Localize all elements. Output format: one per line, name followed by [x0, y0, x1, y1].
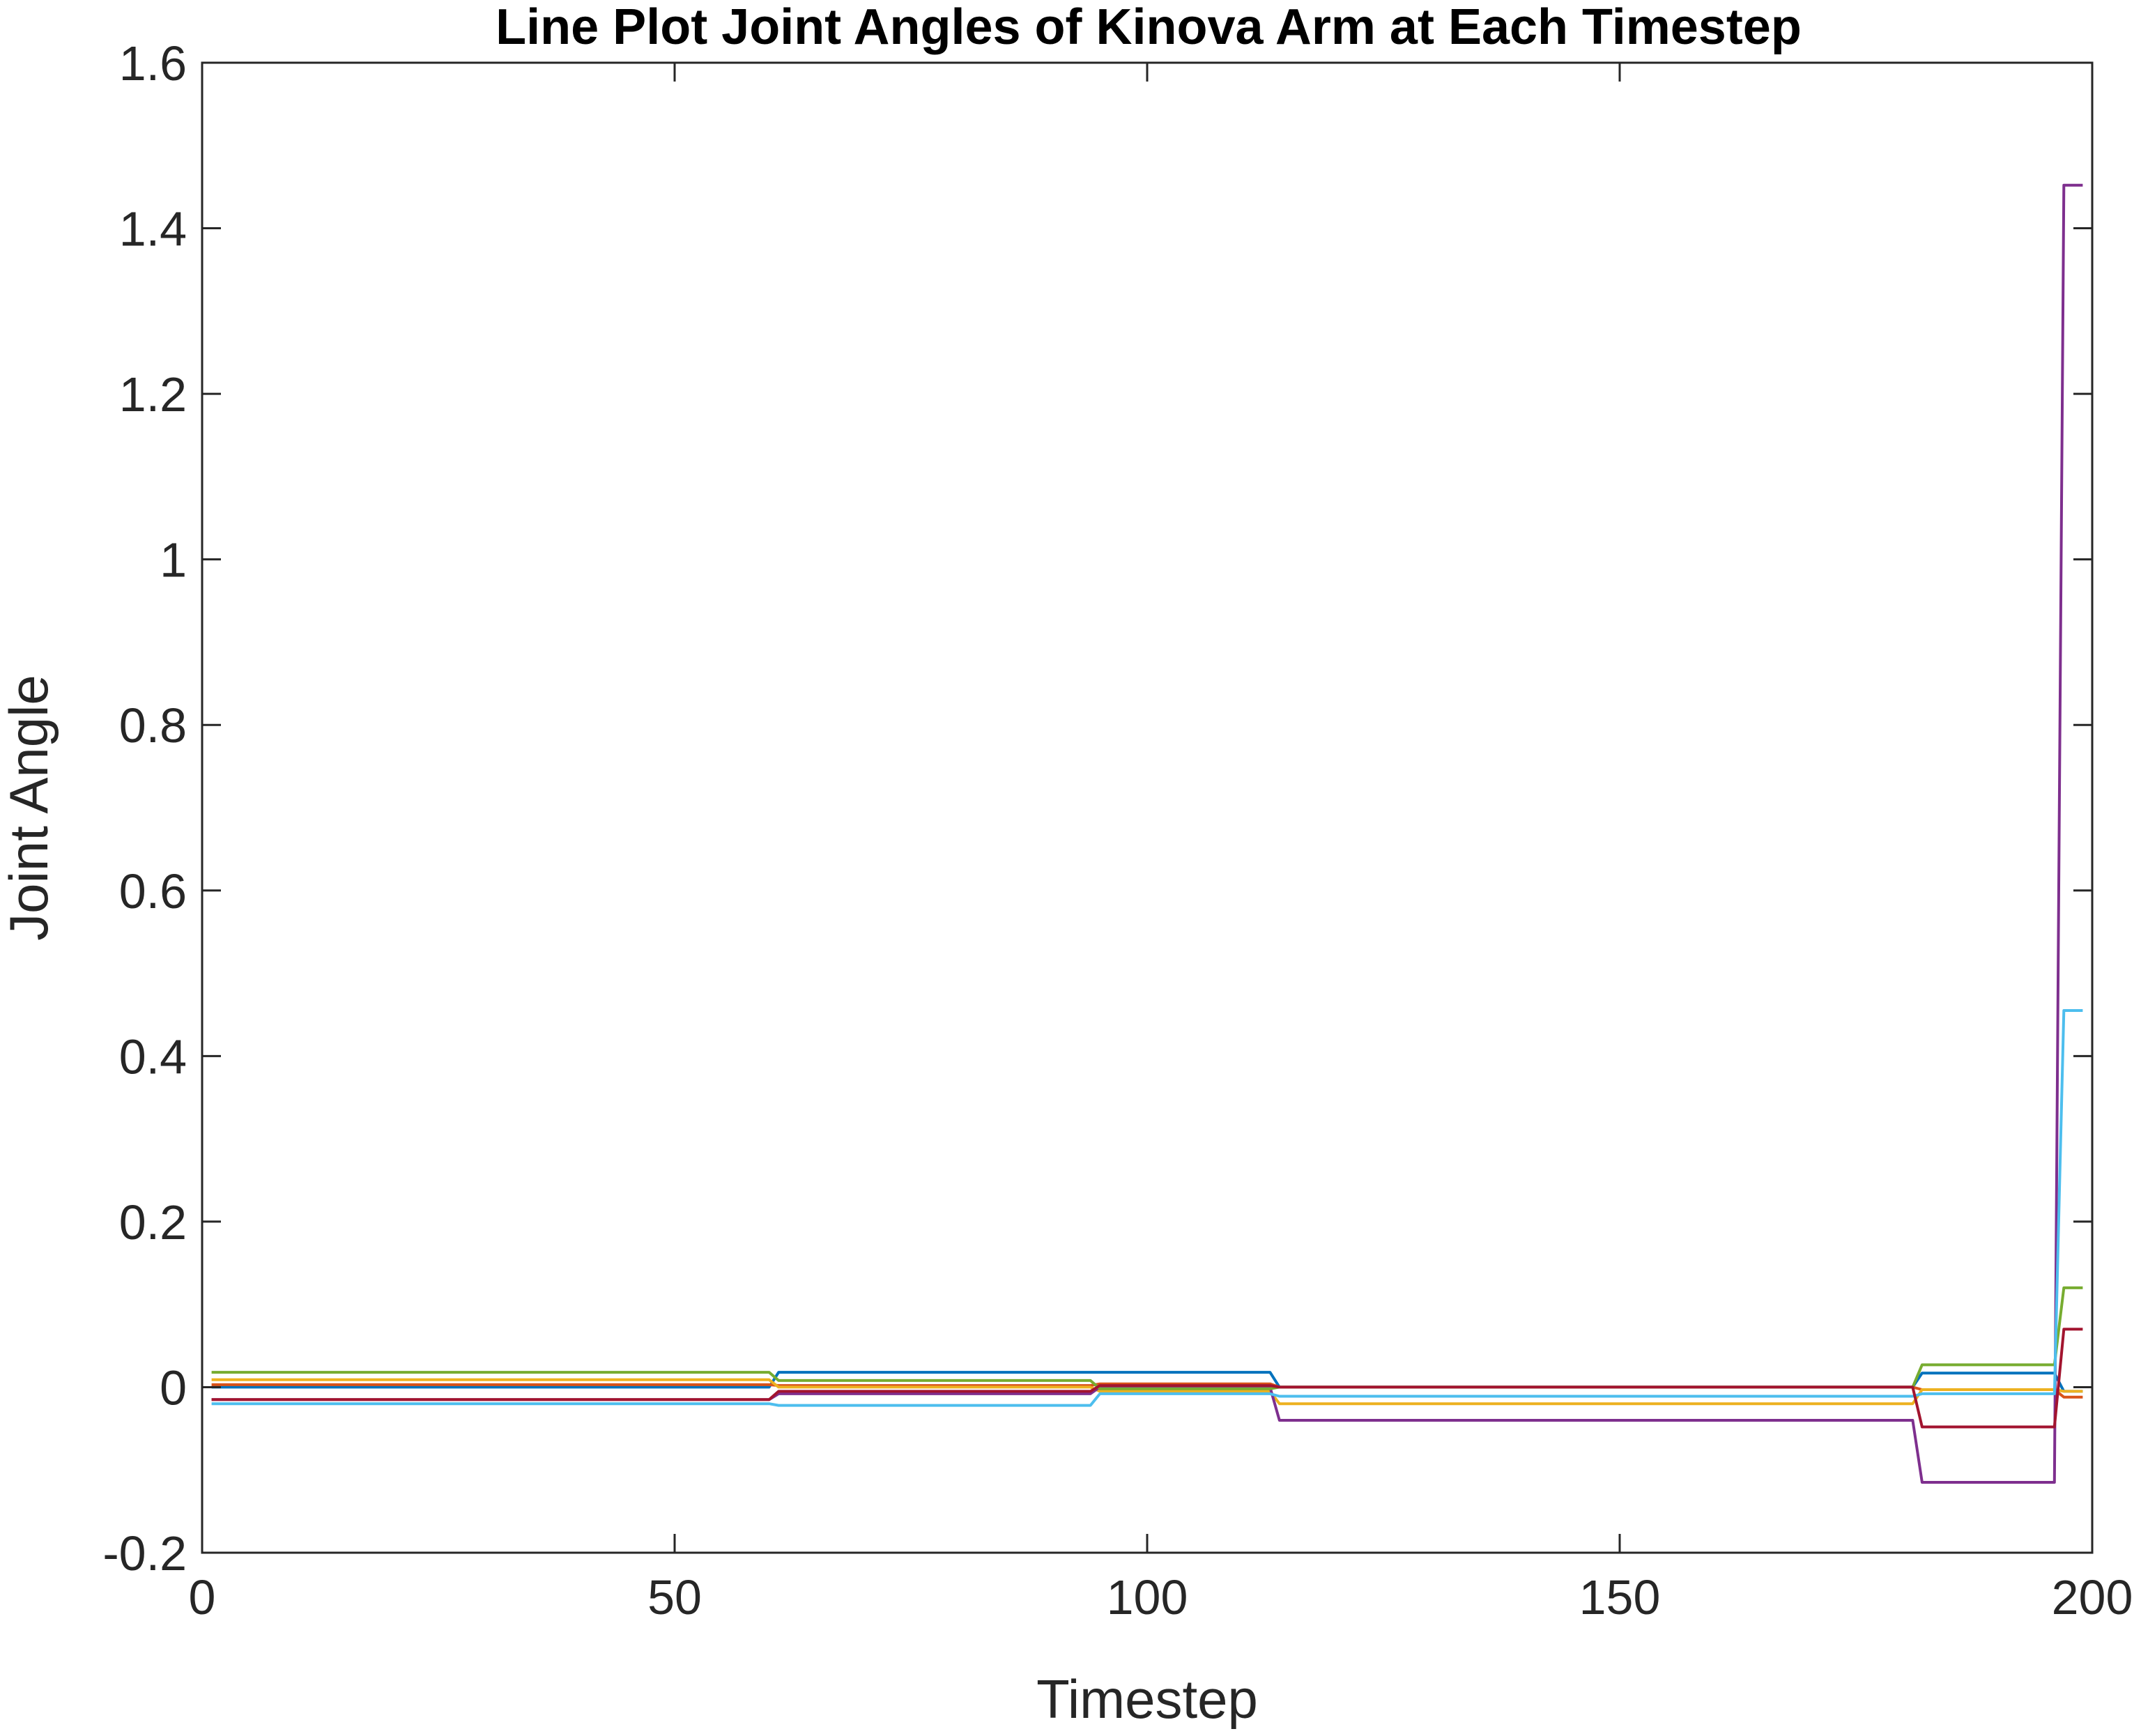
plot-area — [201, 61, 2094, 1554]
y-axis-label: Joint Angle — [0, 675, 59, 941]
axes-box — [201, 61, 2094, 1554]
series-line-7 — [211, 1328, 2083, 1429]
x-tick-label: 50 — [647, 1570, 702, 1624]
x-ticks: 0 50 100 150 200 — [189, 63, 2133, 1624]
x-tick-label: 200 — [2052, 1570, 2133, 1624]
x-axis-label: Timestep — [1036, 1668, 1258, 1730]
y-tick-label: 0.4 — [119, 1029, 187, 1084]
x-tick-label: 100 — [1107, 1570, 1188, 1624]
series-line-6 — [211, 1009, 2083, 1407]
chart-title: Line Plot Joint Angles of Kinova Arm at … — [496, 0, 1802, 55]
x-tick-label: 0 — [189, 1570, 216, 1624]
y-tick-label: 0 — [160, 1360, 187, 1415]
y-tick-label: 1.6 — [119, 36, 187, 91]
series-layer — [211, 183, 2083, 1484]
y-ticks: -0.2 0 0.2 0.4 0.6 0.8 1 1.2 1.4 1.6 — [102, 36, 2092, 1581]
y-tick-label: 0.8 — [119, 698, 187, 753]
y-tick-label: 1 — [160, 533, 187, 587]
y-tick-label: -0.2 — [102, 1526, 187, 1581]
y-tick-label: 0.6 — [119, 864, 187, 919]
y-tick-label: 1.2 — [119, 367, 187, 422]
x-tick-label: 150 — [1579, 1570, 1661, 1624]
series-line-4 — [211, 183, 2083, 1484]
y-tick-label: 0.2 — [119, 1195, 187, 1250]
y-tick-label: 1.4 — [119, 202, 187, 256]
